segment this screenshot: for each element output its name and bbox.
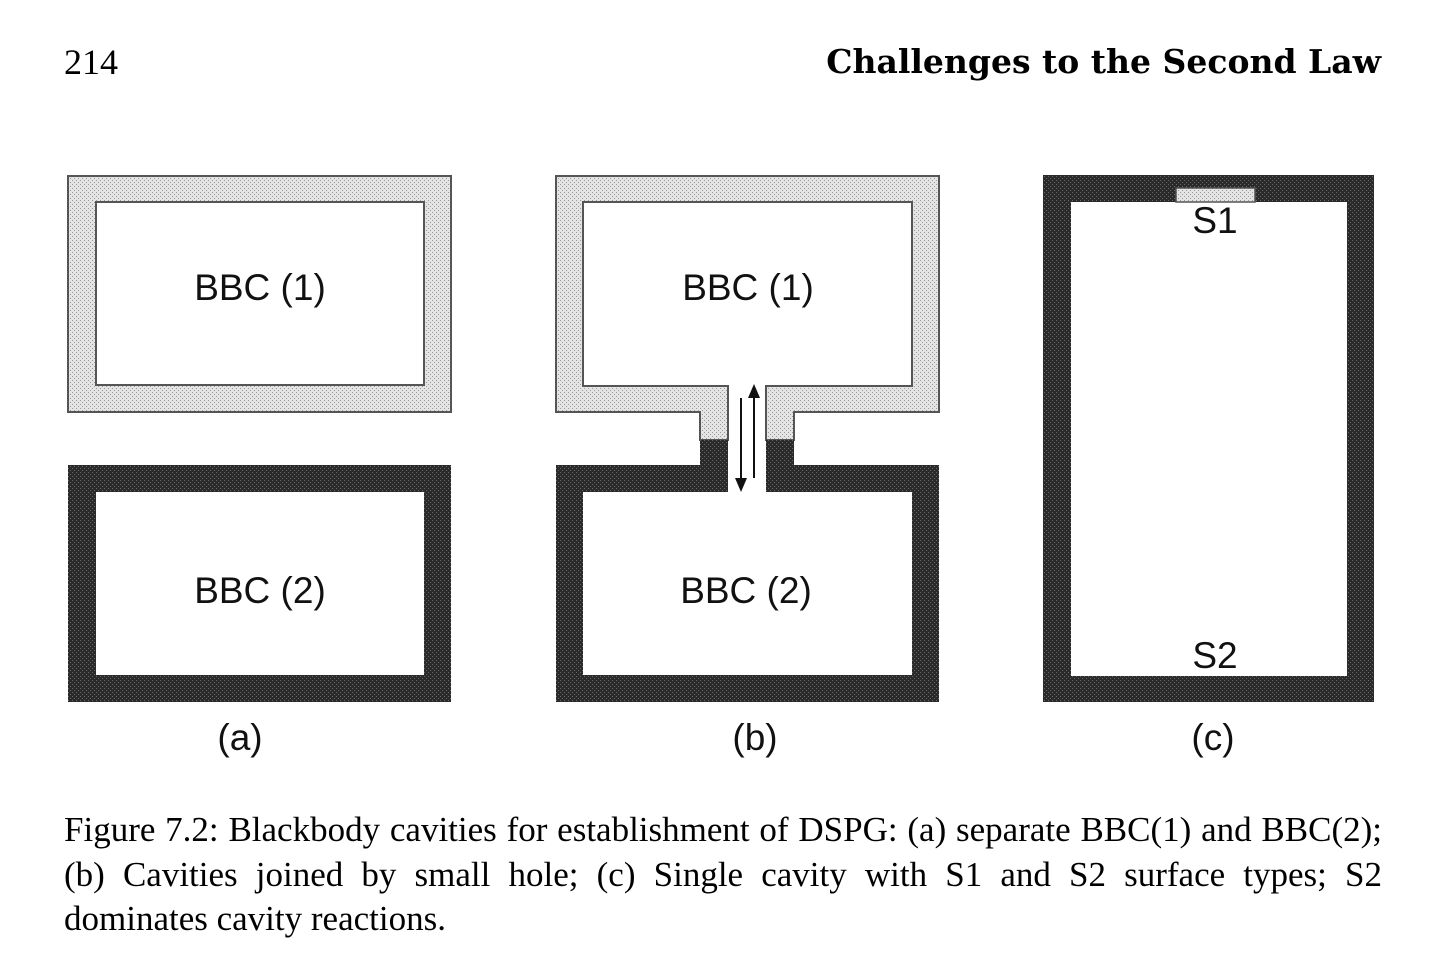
panel-b-bbc1-label: BBC (1) [682, 267, 814, 308]
panel-a: BBC (1) BBC (2) (a) [67, 175, 452, 758]
panel-c-s1-label: S1 [1192, 200, 1237, 241]
panel-a-bbc2-interior [96, 492, 424, 675]
page-number: 214 [64, 42, 118, 82]
panel-b-bbc2-wall [556, 440, 939, 702]
panel-c-s1-surface [1175, 187, 1256, 203]
panel-b-bbc1-wall [555, 175, 940, 441]
panel-b-bbc1-interior [584, 203, 911, 385]
panel-c-sublabel: (c) [1191, 717, 1234, 758]
panel-c-cavity-interior [1071, 202, 1347, 676]
figure-caption: Figure 7.2: Blackbody cavities for estab… [64, 810, 1382, 938]
panel-c: S1 S2 (c) [1043, 175, 1374, 758]
running-title: Challenges to the Second Law [826, 42, 1381, 81]
panel-b-exchange-arrows [735, 384, 760, 492]
figure-7-2: BBC (1) BBC (2) (a) BBC (1) BBC (2) (b) [67, 175, 1374, 758]
panel-b-hole [729, 386, 765, 492]
panel-b-bbc2-label: BBC (2) [680, 570, 812, 611]
panel-a-sublabel: (a) [217, 717, 262, 758]
panel-a-bbc1-label: BBC (1) [194, 267, 326, 308]
panel-a-bbc1-cavity: BBC (1) [67, 175, 452, 413]
panel-b-bbc2-interior [584, 493, 911, 674]
panel-b-sublabel: (b) [732, 717, 777, 758]
panel-b: BBC (1) BBC (2) (b) [555, 175, 940, 758]
panel-a-bbc1-interior [95, 201, 425, 386]
panel-a-bbc2-cavity: BBC (2) [68, 465, 451, 702]
panel-a-bbc2-label: BBC (2) [194, 570, 326, 611]
panel-c-s2-label: S2 [1192, 635, 1237, 676]
